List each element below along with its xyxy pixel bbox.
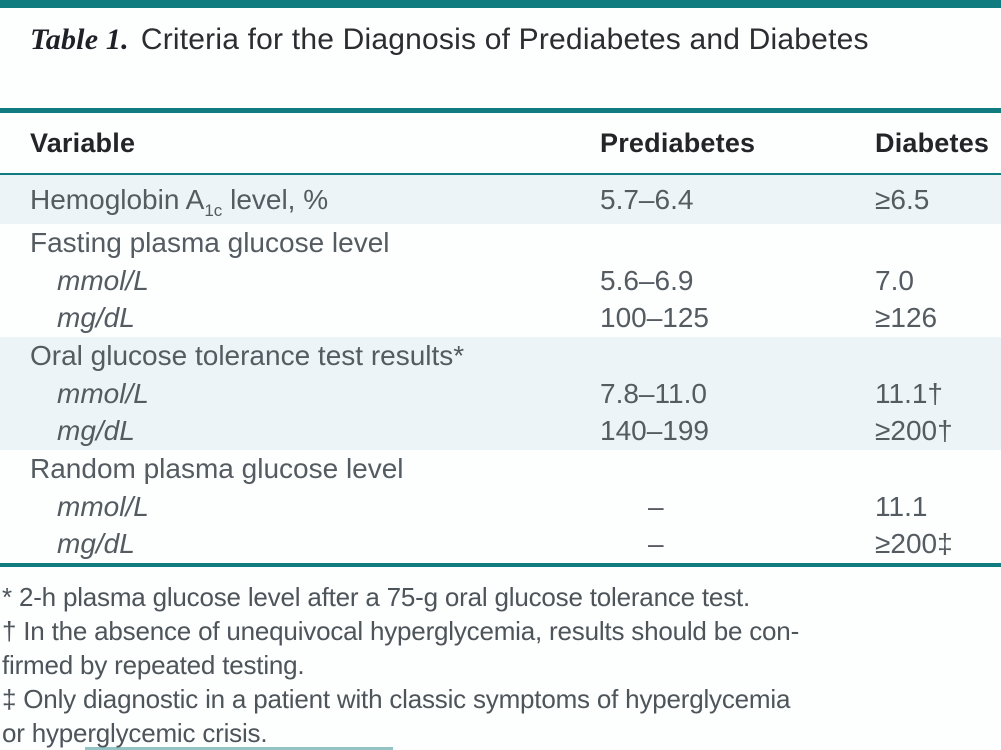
row-variable: Random plasma glucose level	[30, 452, 404, 484]
table-row: Random plasma glucose level	[0, 450, 1001, 488]
header-top-rule	[0, 108, 1001, 113]
table-row: mg/dL – ≥200‡	[0, 525, 1001, 563]
row-variable: Hemoglobin A1c level, %	[30, 183, 329, 220]
row-variable-unit: mmol/L	[57, 377, 149, 409]
row-variable-unit: mg/dL	[57, 302, 135, 334]
row-variable-unit: mmol/L	[57, 264, 149, 296]
row-group-fasting-plasma-glucose: Fasting plasma glucose level mmol/L 5.6–…	[0, 224, 1001, 337]
table-row: mg/dL 100–125 ≥126	[0, 299, 1001, 337]
row-variable-unit: mg/dL	[57, 528, 135, 560]
footnote-double-dagger-line2: or hyperglycemic crisis.	[2, 718, 268, 748]
table-title-text: Criteria for the Diagnosis of Prediabete…	[140, 23, 869, 56]
bottom-partial-rule	[85, 747, 393, 750]
row-variable: Fasting plasma glucose level	[30, 226, 390, 258]
cell-prediabetes: 5.6–6.9	[600, 264, 694, 296]
row-variable: Oral glucose tolerance test results*	[30, 339, 465, 371]
footnote-dagger-line1: † In the absence of unequivocal hypergly…	[2, 616, 800, 646]
footnote-dagger-line2: firmed by repeated testing.	[2, 650, 305, 680]
table-number-label: Table 1.	[30, 23, 129, 56]
table-row: mmol/L 5.6–6.9 7.0	[0, 262, 1001, 300]
cell-prediabetes: 5.7–6.4	[600, 183, 694, 215]
footnote-asterisk: * 2-h plasma glucose level after a 75-g …	[2, 582, 751, 612]
table-row: Fasting plasma glucose level	[0, 224, 1001, 262]
cell-diabetes: ≥200‡	[875, 528, 953, 560]
row-variable-unit: mg/dL	[57, 415, 135, 447]
row-group-oral-glucose-tolerance: Oral glucose tolerance test results* mmo…	[0, 337, 1001, 450]
table-row: Oral glucose tolerance test results*	[0, 337, 1001, 375]
cell-prediabetes: 140–199	[600, 415, 710, 447]
table-row: mg/dL 140–199 ≥200†	[0, 412, 1001, 450]
row-variable-unit: mmol/L	[57, 490, 149, 522]
cell-prediabetes-empty: –	[648, 490, 664, 522]
column-header-variable: Variable	[30, 127, 136, 158]
footnote-double-dagger-line1: ‡ Only diagnostic in a patient with clas…	[2, 684, 791, 714]
cell-diabetes: ≥6.5	[875, 183, 930, 215]
cell-prediabetes: 7.8–11.0	[600, 377, 707, 409]
a1c-subscript: 1c	[204, 200, 223, 220]
cell-diabetes: 11.1	[875, 490, 928, 522]
cell-diabetes: ≥126	[875, 302, 938, 334]
row-group-random-plasma-glucose: Random plasma glucose level mmol/L – 11.…	[0, 450, 1001, 563]
table-title: Table 1. Criteria for the Diagnosis of Pr…	[0, 8, 1001, 108]
cell-prediabetes-empty: –	[648, 528, 664, 560]
cell-diabetes: 11.1†	[875, 377, 943, 409]
cell-diabetes: 7.0	[875, 264, 914, 296]
table-footnotes: * 2-h plasma glucose level after a 75-g …	[0, 567, 1001, 750]
table-bottom-rule	[0, 563, 1001, 567]
cell-diabetes: ≥200†	[875, 415, 953, 447]
table-header-row: Variable Prediabetes Diabetes	[0, 113, 1001, 173]
header-bottom-rule	[0, 173, 1001, 175]
top-accent-rule	[0, 0, 1001, 8]
cell-prediabetes: 100–125	[600, 302, 710, 334]
column-header-diabetes: Diabetes	[875, 127, 990, 158]
table-row: mmol/L 7.8–11.0 11.1†	[0, 375, 1001, 413]
table-row: mmol/L – 11.1	[0, 488, 1001, 526]
table-row: Hemoglobin A1c level, % 5.7–6.4 ≥6.5	[0, 175, 1001, 224]
column-header-prediabetes: Prediabetes	[600, 127, 756, 158]
